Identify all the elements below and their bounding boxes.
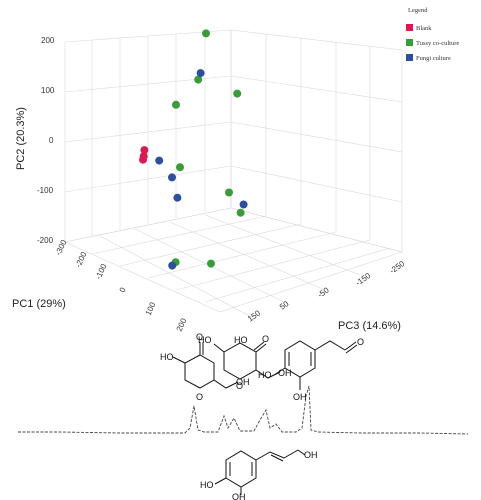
legend-title: Legend	[408, 7, 428, 14]
atom-label: O	[196, 392, 203, 402]
chromatogram-trace	[18, 385, 469, 435]
data-point-tussy-co-culture	[176, 163, 184, 172]
data-point-fungi-culture	[168, 261, 177, 270]
structure-kojic-acid: O HO OH O	[160, 332, 250, 402]
data-point-fungi-culture	[155, 156, 164, 165]
data-point-tussy-co-culture	[207, 259, 215, 268]
data-point-tussy-co-culture	[233, 89, 242, 98]
atom-label: O	[196, 332, 203, 342]
atom-label: OH	[236, 377, 250, 387]
atom-label: HO	[234, 335, 248, 345]
pc1-tick: -100	[94, 262, 109, 281]
pc3-tick: 150	[246, 308, 263, 323]
legend-label-co-culture: Tussy co-culture	[416, 40, 459, 47]
structure-pyranone: HO O HO O OH	[198, 334, 292, 391]
pc2-ticks: 200 100 0 -100 -200	[37, 36, 55, 245]
pc3-tick: -250	[388, 259, 407, 276]
atom-label: O	[357, 337, 364, 347]
pc3-ticks: -250 -150 -50 50 150	[246, 259, 407, 324]
pc1-tick: 200	[175, 316, 189, 332]
data-point-tussy-co-culture	[172, 100, 180, 109]
pc3-tick: 50	[278, 299, 291, 312]
structure-aldehyde: HO OH O	[258, 337, 364, 402]
data-point-blank	[140, 146, 149, 155]
pc2-tick: -200	[37, 236, 54, 245]
pc1-tick: -200	[74, 250, 89, 269]
pc1-tick: 0	[118, 286, 128, 294]
pc3-axis-title: PC3 (14.6%)	[338, 320, 401, 332]
data-point-tussy-co-culture	[225, 188, 233, 197]
data-point-tussy-co-culture	[194, 75, 203, 84]
data-point-blank	[139, 155, 147, 164]
legend-swatch-co-culture	[406, 39, 413, 46]
pca-plot: 200 100 0 -100 -200 -300 -200 -100 0 100…	[12, 7, 459, 333]
atom-label: OH	[304, 450, 318, 460]
atom-label: HO	[160, 352, 174, 362]
grid-left-wall	[64, 29, 232, 243]
pc3-tick: -150	[354, 271, 373, 288]
pc1-tick: 100	[144, 300, 158, 316]
legend: Legend Blank Tussy co-culture Fungi cult…	[406, 7, 459, 62]
legend-swatch-blank	[406, 24, 413, 31]
pc1-tick: -300	[54, 238, 69, 257]
data-point-tussy-co-culture	[236, 208, 245, 217]
pc2-axis-title: PC2 (20.3%)	[15, 107, 27, 170]
atom-label: O	[262, 334, 269, 344]
data-point-fungi-culture	[168, 173, 176, 182]
atom-label: OH	[278, 368, 292, 378]
data-point-fungi-culture	[196, 69, 205, 78]
pc1-ticks: -300 -200 -100 0 100 200	[54, 238, 189, 333]
atom-label: O	[236, 381, 243, 391]
legend-swatch-fungi	[406, 54, 413, 61]
atom-label: HO	[198, 335, 212, 345]
grid-right-wall	[230, 29, 403, 253]
pc3-tick: -50	[316, 285, 331, 299]
atom-label: OH	[293, 392, 307, 402]
structure-caffeyl-alcohol: HO OH OH	[200, 449, 318, 500]
data-point-tussy-co-culture	[202, 29, 210, 38]
grid-floor	[64, 207, 404, 320]
data-points	[139, 29, 248, 270]
legend-label-blank: Blank	[416, 25, 432, 32]
legend-label-fungi: Fungi culture	[416, 55, 451, 62]
atom-label: OH	[232, 492, 246, 500]
atom-label: HO	[258, 370, 272, 380]
data-point-fungi-culture	[239, 200, 248, 209]
pc2-tick: 200	[41, 36, 55, 45]
pc2-tick: 100	[41, 86, 55, 95]
pc2-tick: 0	[49, 136, 54, 145]
pc2-tick: -100	[37, 186, 54, 195]
pc1-axis-title: PC1 (29%)	[12, 298, 66, 310]
data-point-fungi-culture	[173, 193, 182, 202]
atom-label: HO	[200, 480, 214, 490]
